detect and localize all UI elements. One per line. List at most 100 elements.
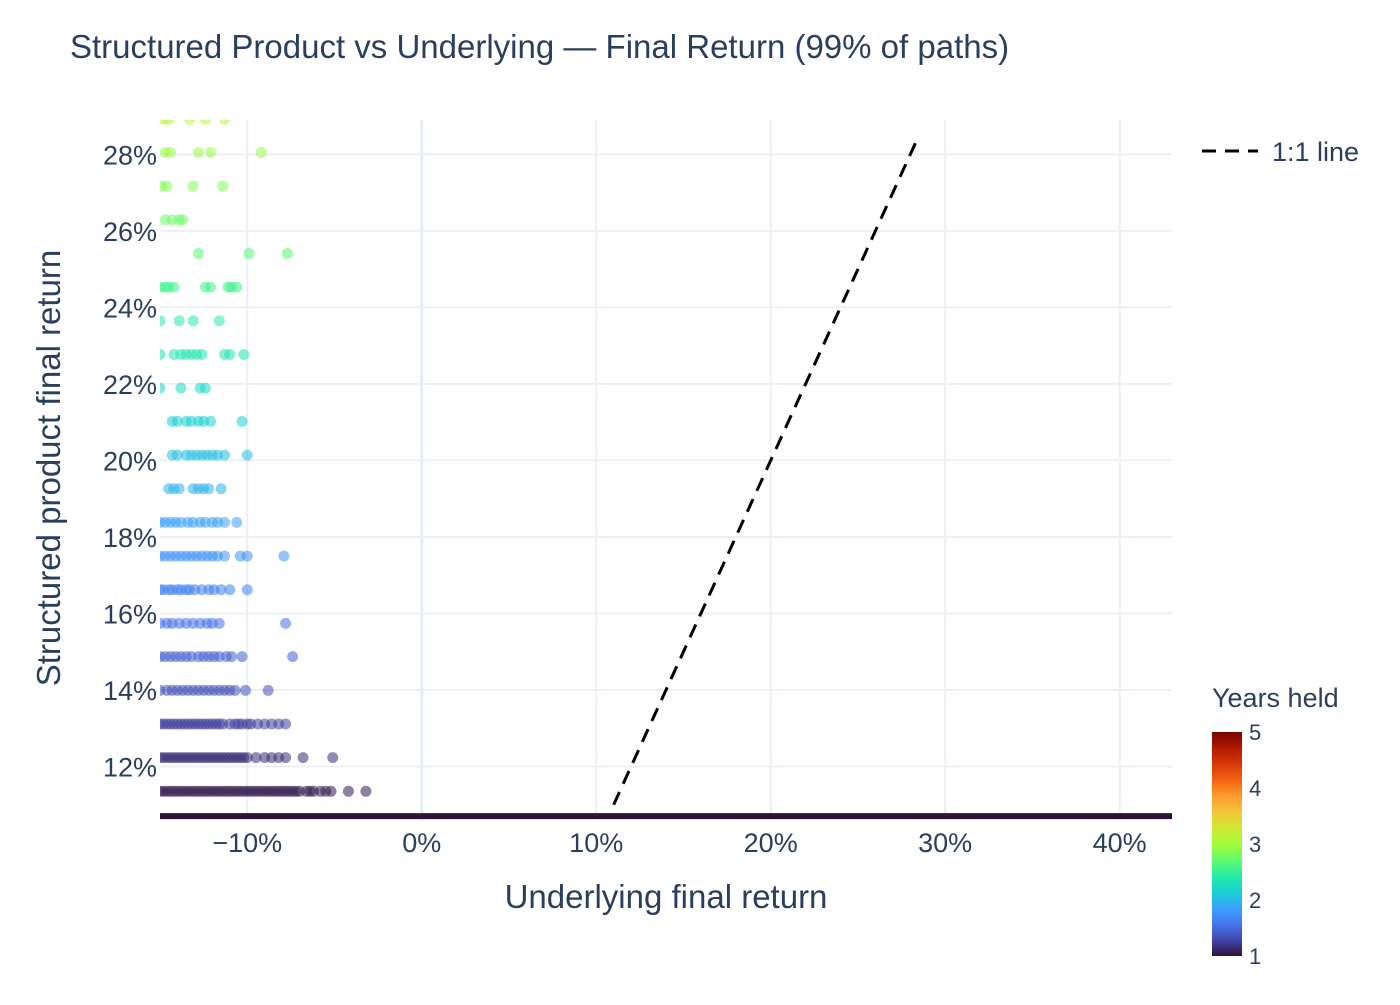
y-tick-label: 20% <box>103 446 157 476</box>
data-point[interactable] <box>231 516 243 528</box>
data-point[interactable] <box>342 785 354 797</box>
x-tick-label: 40% <box>1093 828 1147 858</box>
grid-lines <box>160 120 1172 820</box>
data-point[interactable] <box>168 281 180 293</box>
data-point[interactable] <box>280 617 292 629</box>
data-point[interactable] <box>280 718 292 730</box>
data-point[interactable] <box>238 348 250 360</box>
data-point[interactable] <box>155 382 166 394</box>
data-point[interactable] <box>226 651 238 663</box>
legend[interactable]: 1:1 line <box>1202 137 1359 167</box>
data-point[interactable] <box>177 214 189 226</box>
data-point[interactable] <box>205 281 217 293</box>
x-tick-label: 30% <box>918 828 972 858</box>
data-point[interactable] <box>239 684 251 696</box>
data-point[interactable] <box>229 684 241 696</box>
data-point[interactable] <box>155 315 166 327</box>
x-tick-label: −10% <box>212 828 282 858</box>
data-point[interactable] <box>217 180 229 192</box>
data-point[interactable] <box>205 147 217 159</box>
data-point[interactable] <box>196 348 208 360</box>
data-point[interactable] <box>163 114 175 125</box>
colorbar-title: Years held <box>1212 683 1339 713</box>
data-point[interactable] <box>213 315 225 327</box>
data-point[interactable] <box>219 550 231 562</box>
data-point[interactable] <box>175 382 187 394</box>
data-point[interactable] <box>203 483 215 495</box>
data-points <box>155 114 1172 820</box>
data-point[interactable] <box>192 247 204 259</box>
y-tick-label: 16% <box>103 599 157 629</box>
data-point[interactable] <box>241 584 253 596</box>
data-point[interactable] <box>327 752 339 764</box>
data-point[interactable] <box>219 516 231 528</box>
data-point[interactable] <box>281 247 293 259</box>
y-tick-label: 24% <box>103 293 157 323</box>
data-point[interactable] <box>219 114 231 125</box>
data-point[interactable] <box>192 147 204 159</box>
data-point[interactable] <box>187 315 199 327</box>
y-axis-ticks: 12% 14% 16% 18% 20% 22% 24% 26% 28% <box>103 140 157 782</box>
x-axis-ticks: −10% 0% 10% 20% 30% 40% <box>212 828 1146 858</box>
data-point[interactable] <box>173 483 185 495</box>
data-point[interactable] <box>262 684 274 696</box>
data-point[interactable] <box>173 315 185 327</box>
y-tick-label: 22% <box>103 370 157 400</box>
data-point[interactable] <box>187 180 199 192</box>
colorbar-gradient <box>1212 732 1242 956</box>
y-tick-label: 28% <box>103 140 157 170</box>
data-point[interactable] <box>236 651 248 663</box>
legend-label: 1:1 line <box>1272 137 1359 167</box>
data-point[interactable] <box>161 180 173 192</box>
data-point[interactable] <box>164 147 176 159</box>
data-point[interactable] <box>205 415 217 427</box>
data-point[interactable] <box>224 348 236 360</box>
reference-line-group <box>612 134 921 806</box>
data-point[interactable] <box>219 449 231 461</box>
reference-line-1-1 <box>612 134 921 806</box>
data-point[interactable] <box>213 617 225 629</box>
x-axis-title: Underlying final return <box>505 878 828 915</box>
data-point[interactable] <box>241 449 253 461</box>
y-tick-label: 18% <box>103 523 157 553</box>
data-point[interactable] <box>255 147 267 159</box>
data-point[interactable] <box>297 752 309 764</box>
data-point[interactable] <box>360 785 372 797</box>
y-tick-label: 14% <box>103 676 157 706</box>
data-point[interactable] <box>278 550 290 562</box>
data-point[interactable] <box>215 483 227 495</box>
colorbar-ticks: 1 2 3 4 5 <box>1249 720 1261 969</box>
x-tick-label: 0% <box>402 828 441 858</box>
colorbar-tick-label: 5 <box>1249 720 1261 745</box>
data-point[interactable] <box>325 785 337 797</box>
x-tick-label: 10% <box>569 828 623 858</box>
data-point[interactable] <box>287 651 299 663</box>
y-tick-label: 26% <box>103 217 157 247</box>
data-point[interactable] <box>243 247 255 259</box>
data-point[interactable] <box>280 752 292 764</box>
colorbar-tick-label: 4 <box>1249 776 1261 801</box>
data-point[interactable] <box>241 550 253 562</box>
data-point[interactable] <box>241 752 253 764</box>
chart-title: Structured Product vs Underlying — Final… <box>70 28 1009 65</box>
data-point[interactable] <box>171 449 183 461</box>
colorbar-tick-label: 1 <box>1249 944 1261 969</box>
y-tick-label: 12% <box>103 752 157 782</box>
data-point[interactable] <box>171 415 183 427</box>
colorbar-tick-label: 3 <box>1249 832 1261 857</box>
data-point[interactable] <box>199 114 211 125</box>
data-point[interactable] <box>236 415 248 427</box>
data-point[interactable] <box>231 281 243 293</box>
data-point[interactable] <box>215 584 227 596</box>
data-point[interactable] <box>184 114 196 125</box>
data-point[interactable] <box>199 382 211 394</box>
data-point[interactable] <box>155 348 166 360</box>
colorbar: Years held 1 2 3 4 5 <box>1212 683 1339 969</box>
y-axis-title: Structured product final return <box>30 250 67 687</box>
data-point[interactable] <box>250 752 262 764</box>
data-point[interactable] <box>224 584 236 596</box>
x-tick-label: 20% <box>744 828 798 858</box>
colorbar-tick-label: 2 <box>1249 888 1261 913</box>
